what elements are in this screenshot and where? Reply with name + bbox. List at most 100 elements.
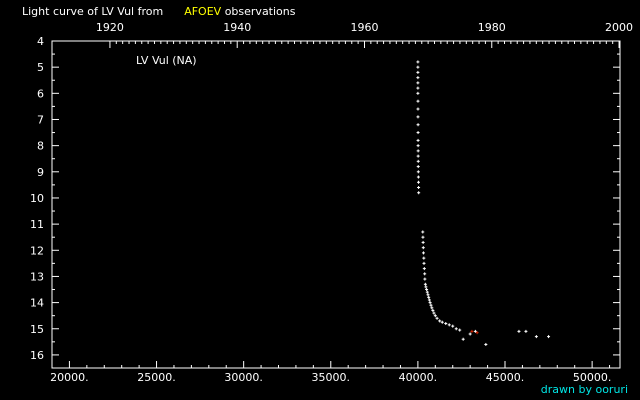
y-tick-label: 13	[30, 270, 44, 283]
data-point	[428, 301, 432, 305]
y-tick-label: 12	[30, 244, 44, 257]
plot-frame	[51, 40, 621, 369]
data-point	[475, 331, 479, 335]
data-point	[416, 180, 420, 184]
y-tick-label: 5	[37, 61, 44, 74]
data-point	[417, 191, 421, 195]
data-point	[433, 314, 437, 318]
credit-text: drawn by ooruri	[540, 383, 628, 396]
data-point	[484, 342, 488, 346]
y-tick-label: 4	[37, 35, 44, 48]
x-tick-label: 30000.	[224, 371, 263, 384]
y-tick-label: 8	[37, 140, 44, 153]
data-point	[421, 230, 425, 234]
data-points	[416, 60, 551, 346]
data-point	[431, 308, 435, 312]
data-point	[422, 261, 426, 265]
data-point	[416, 170, 420, 174]
axis-ticks	[51, 40, 620, 369]
data-point	[416, 115, 420, 119]
data-point	[438, 319, 442, 323]
data-point	[416, 99, 420, 103]
data-point	[451, 324, 455, 328]
chart-title: Light curve of LV Vul from AFOEV observa…	[22, 5, 296, 18]
y-tick-label: 15	[30, 323, 44, 336]
x-tick-label: 25000.	[137, 371, 176, 384]
data-point	[425, 290, 429, 294]
star-label: LV Vul (NA)	[136, 54, 197, 67]
data-point	[473, 329, 477, 333]
y-tick-label: 16	[30, 349, 44, 362]
data-point	[421, 235, 425, 239]
y-tick-label: 7	[37, 113, 44, 126]
data-point	[416, 70, 420, 74]
data-point	[447, 323, 451, 327]
data-point	[425, 288, 429, 292]
x-tick-label: 45000.	[486, 371, 525, 384]
data-point	[421, 240, 425, 244]
data-point	[422, 267, 426, 271]
y-tick-label: 14	[30, 297, 44, 310]
data-point	[422, 256, 426, 260]
data-point	[427, 295, 431, 299]
data-point	[547, 335, 551, 339]
data-point	[416, 65, 420, 69]
data-point	[427, 298, 431, 302]
data-point	[421, 246, 425, 250]
data-point	[432, 311, 436, 315]
data-point	[416, 138, 420, 142]
data-point	[417, 185, 421, 189]
data-point	[444, 322, 448, 326]
data-point	[534, 335, 538, 339]
data-point	[416, 144, 420, 148]
data-point	[470, 329, 474, 333]
data-point	[416, 175, 420, 179]
data-point	[416, 86, 420, 90]
data-point	[416, 107, 420, 111]
top-year-label: 1960	[350, 21, 378, 34]
data-point	[461, 337, 465, 341]
data-point	[416, 165, 420, 169]
y-tick-label: 10	[30, 192, 44, 205]
y-tick-label: 9	[37, 166, 44, 179]
data-point	[416, 149, 420, 153]
title-prefix: Light curve of LV Vul from	[22, 5, 164, 18]
data-point	[424, 285, 428, 289]
y-tick-label: 6	[37, 87, 44, 100]
y-tick-label: 11	[30, 218, 44, 231]
data-point	[429, 303, 433, 307]
data-point	[416, 123, 420, 127]
data-point	[423, 282, 427, 286]
data-point	[416, 159, 420, 163]
axis-labels: 20000. 25000. 30000. 35000. 40000. 45000. 5000…	[30, 21, 633, 384]
top-year-label: 1940	[223, 21, 251, 34]
data-point	[454, 327, 458, 331]
data-point	[423, 272, 427, 276]
data-point	[426, 293, 430, 297]
data-point	[423, 277, 427, 281]
data-point	[458, 328, 462, 332]
data-point	[435, 316, 439, 320]
x-tick-label: 35000.	[312, 371, 351, 384]
x-tick-label: 50000.	[573, 371, 612, 384]
data-point	[416, 154, 420, 158]
data-point	[416, 91, 420, 95]
data-point	[524, 329, 528, 333]
title-suffix: observations	[224, 5, 296, 18]
data-point	[416, 131, 420, 135]
top-year-label: 1920	[96, 21, 124, 34]
top-year-label: 2000	[605, 21, 633, 34]
data-point	[517, 329, 521, 333]
x-tick-label: 20000.	[50, 371, 89, 384]
data-point	[440, 320, 444, 324]
data-point	[416, 76, 420, 80]
top-year-label: 1980	[478, 21, 506, 34]
data-point	[416, 60, 420, 64]
data-point	[430, 306, 434, 310]
title-highlight: AFOEV	[184, 5, 222, 18]
x-tick-label: 40000.	[399, 371, 438, 384]
data-point	[416, 81, 420, 85]
data-point	[421, 251, 425, 255]
data-point	[468, 332, 472, 336]
